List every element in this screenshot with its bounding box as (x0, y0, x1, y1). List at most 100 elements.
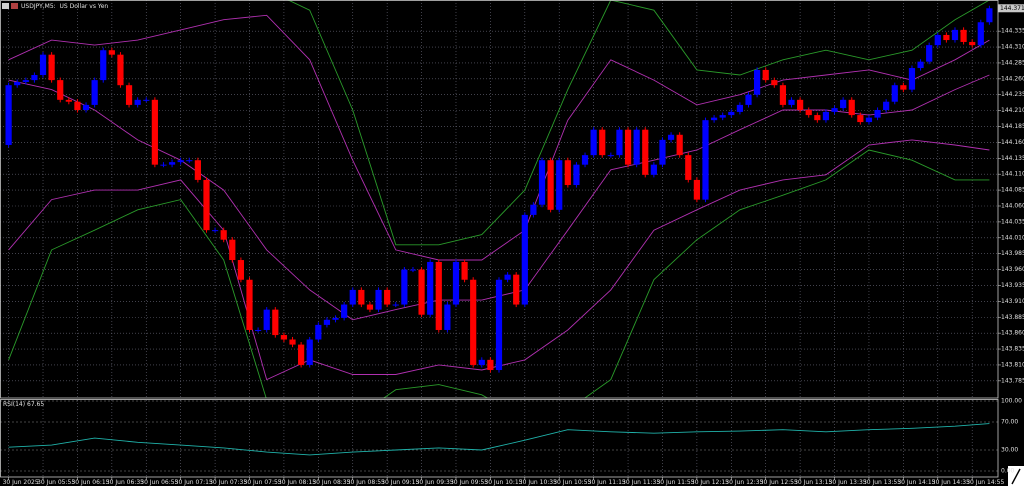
y-tick-label: 144.160 (1001, 139, 1024, 146)
candle-body (220, 230, 227, 240)
candle-body (452, 261, 460, 305)
x-tick-label: 30 Jun 11:35 (622, 479, 660, 486)
y-tick-label: 143.785 (1001, 377, 1024, 384)
candle-body (272, 309, 279, 336)
candle-body (384, 289, 391, 305)
x-tick-label: 30 Jun 07:15 (175, 479, 213, 486)
x-tick-label: 30 Jun 06:15 (71, 479, 109, 486)
y-tick-label: 143.885 (1001, 314, 1024, 321)
candle-body (521, 214, 528, 305)
y-tick-label: 143.835 (1001, 346, 1024, 353)
candle-body (160, 164, 167, 166)
candle-body (564, 160, 571, 186)
candle-body (91, 80, 98, 105)
y-tick-label: 143.860 (1001, 330, 1024, 337)
candle-body (667, 134, 675, 140)
candle-body (255, 329, 262, 331)
x-tick-label: 30 Jun 07:35 (209, 479, 247, 486)
x-tick-label: 30 Jun 12:55 (760, 479, 798, 486)
y-tick-label: 144.010 (1001, 234, 1024, 241)
candle-body (194, 160, 201, 180)
candle-body (917, 61, 924, 69)
y-tick-label: 143.810 (1001, 361, 1024, 368)
rsi-window (0, 400, 998, 472)
candle-body (143, 99, 150, 101)
symbol-icon (2, 3, 9, 9)
rsi-value: 67.65 (27, 401, 44, 408)
candle-body (840, 99, 847, 109)
rsi-name: RSI(14) (3, 401, 25, 408)
candle-body (926, 45, 933, 62)
candle-body (599, 129, 606, 156)
candle-body (237, 260, 244, 280)
candle-body (822, 111, 830, 121)
x-tick-label: 30 Jun 14:15 (897, 479, 935, 486)
candle-body (676, 134, 683, 156)
band-line (287, 0, 990, 246)
candle-body (246, 279, 253, 330)
candle-body (969, 41, 976, 46)
candle-body (65, 99, 72, 102)
candle-body (573, 164, 580, 186)
candle-body (487, 359, 494, 371)
candle-body (168, 162, 176, 165)
candle-body (306, 339, 313, 365)
candle-body (39, 54, 47, 76)
candle-body (349, 289, 356, 305)
candle-body (986, 8, 993, 23)
candle-body (478, 359, 485, 365)
candle-body (504, 274, 511, 280)
candle-body (461, 261, 468, 280)
y-tick-label: 144.035 (1001, 218, 1024, 225)
x-tick-label: 30 Jun 13:35 (829, 479, 867, 486)
candle-body (951, 29, 959, 41)
candle-body (203, 179, 210, 231)
candle-body (48, 54, 55, 81)
candle-body (211, 230, 219, 232)
x-tick-label: 30 Jun 05:55 (37, 479, 75, 486)
candle-body (642, 129, 649, 175)
candle-body (831, 108, 838, 112)
y-tick-label: 143.935 (1001, 282, 1024, 289)
x-tick-label: 30 Jun 09:35 (416, 479, 454, 486)
candle-body (332, 317, 339, 320)
candle-body (470, 279, 477, 365)
bollinger-bands (8, 0, 990, 398)
candle-body (719, 115, 726, 118)
candle-body (908, 68, 916, 90)
y-tick-label: 144.135 (1001, 155, 1024, 162)
last-price-label: 144.371 (1000, 5, 1024, 12)
candle-body (736, 104, 743, 112)
main-frame (0, 0, 999, 399)
y-tick-label: 144.335 (1001, 28, 1024, 35)
x-tick-label: 30 Jun 11:55 (656, 479, 694, 486)
candle-body (797, 99, 804, 110)
x-tick-label: 30 Jun 11:15 (588, 479, 626, 486)
candle-body (289, 339, 296, 345)
candle-body (151, 99, 158, 165)
x-tick-label: 30 Jun 2025 (3, 479, 39, 486)
y-tick-label: 144.085 (1001, 187, 1024, 194)
x-tick-label: 30 Jun 08:55 (347, 479, 385, 486)
candle-body (82, 104, 90, 110)
band-line (8, 14, 990, 261)
candle-body (134, 99, 141, 105)
candle-body (530, 204, 537, 215)
rsi-tick-label: 0.00 (1001, 468, 1015, 475)
candle-body (358, 289, 365, 305)
x-tick-label: 30 Jun 08:35 (312, 479, 350, 486)
candle-body (685, 155, 692, 180)
rsi-tick-label: 70.00 (1001, 419, 1018, 426)
candle-body (590, 129, 597, 156)
candle-body (556, 160, 563, 210)
candle-body (616, 129, 623, 156)
x-tick-label: 30 Jun 09:55 (450, 479, 488, 486)
x-tick-label: 30 Jun 07:55 (244, 479, 282, 486)
candle-body (401, 269, 408, 305)
candle-body (229, 239, 236, 261)
candle-body (22, 80, 29, 83)
candle-body (960, 29, 967, 42)
x-tick-label: 30 Jun 10:55 (553, 479, 591, 486)
x-tick-label: 30 Jun 10:35 (519, 479, 557, 486)
